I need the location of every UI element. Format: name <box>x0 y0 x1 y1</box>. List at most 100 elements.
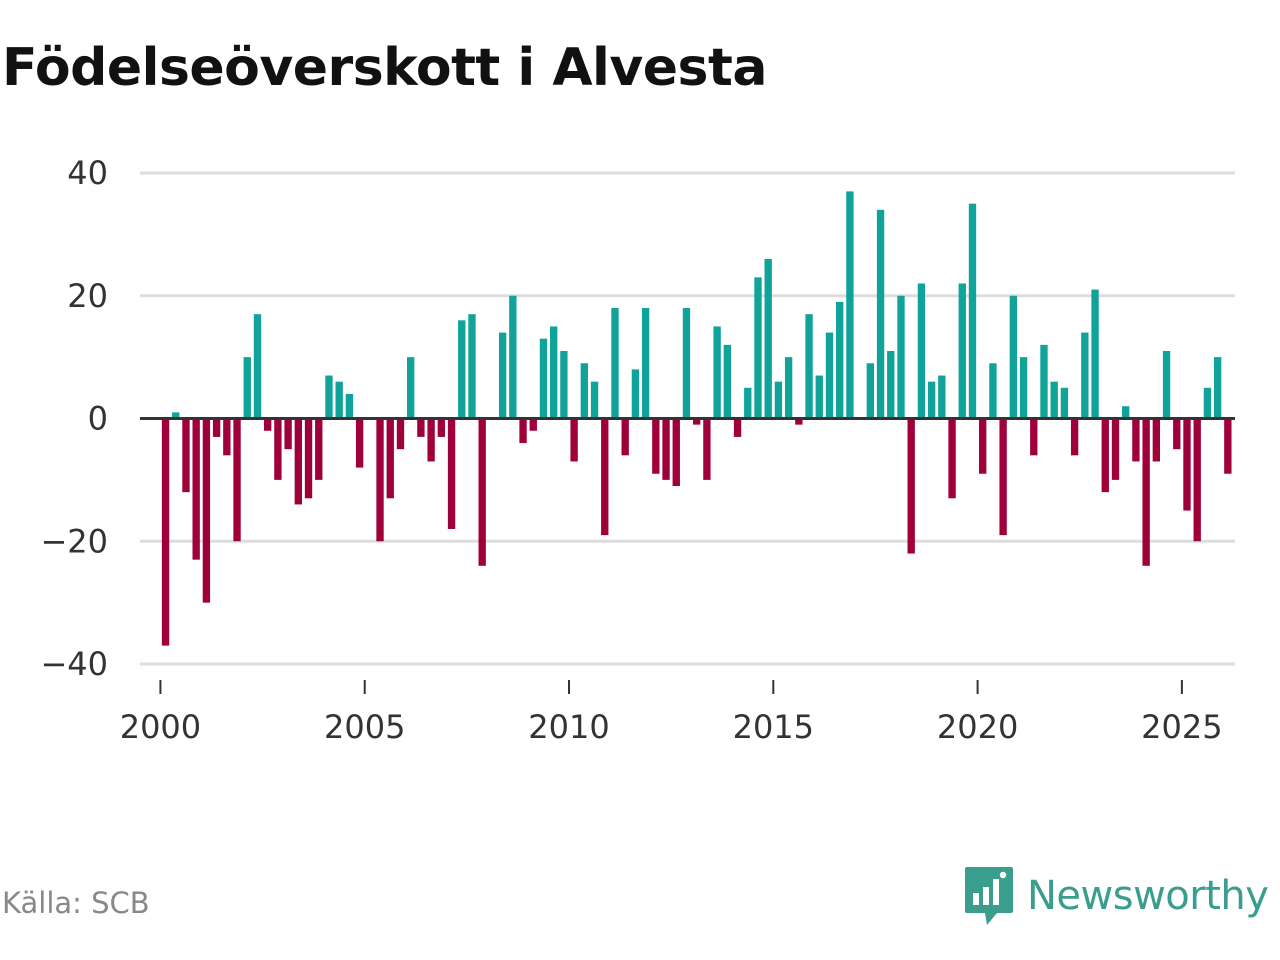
bar <box>979 418 987 474</box>
bar <box>355 418 364 468</box>
bar <box>1203 387 1212 419</box>
x-tick-label: 2020 <box>937 708 1018 746</box>
bar <box>1122 406 1130 419</box>
bar <box>212 418 221 437</box>
bar <box>447 418 456 529</box>
bar <box>376 418 384 542</box>
bar <box>713 326 721 419</box>
bar <box>1224 418 1232 474</box>
bar <box>1111 418 1120 480</box>
bar-series <box>161 191 1232 646</box>
y-tick-label: 20 <box>67 277 108 315</box>
brand-logo: Newsworthy <box>963 864 1269 928</box>
bar <box>958 283 966 419</box>
bar <box>161 418 170 646</box>
bar <box>427 418 435 462</box>
bar <box>672 418 680 487</box>
bar <box>1101 418 1109 493</box>
bar <box>519 418 527 444</box>
bar <box>601 418 609 536</box>
grid-lines <box>140 171 1235 666</box>
bar <box>764 258 772 419</box>
bar <box>682 308 691 419</box>
bar <box>304 418 313 499</box>
bar <box>539 338 548 419</box>
bar <box>498 332 507 419</box>
bar <box>784 357 793 419</box>
bar <box>417 418 425 437</box>
bar <box>846 191 854 419</box>
y-tick-label: 0 <box>88 400 108 438</box>
bar <box>897 295 905 419</box>
bar <box>723 344 732 419</box>
x-tick-label: 2015 <box>733 708 814 746</box>
bar <box>836 301 844 419</box>
bar <box>907 418 915 554</box>
bar <box>733 418 742 437</box>
bar <box>795 418 803 425</box>
bar <box>989 363 997 419</box>
bar <box>233 418 241 542</box>
bar <box>948 418 956 499</box>
bar <box>325 375 333 419</box>
bar <box>744 387 752 419</box>
bar <box>284 418 292 450</box>
bar <box>968 203 977 419</box>
bar <box>335 381 343 419</box>
bar <box>652 418 660 474</box>
bar <box>825 332 834 419</box>
bar <box>999 418 1007 536</box>
axes: 40 20 0 −20 −40 2000 2005 2010 2015 2020 2025 <box>40 154 1235 746</box>
bar <box>774 381 783 419</box>
bar <box>1142 418 1150 566</box>
bar-chart: 40 20 0 −20 −40 2000 2005 2010 2015 2020 2025 <box>40 154 1235 746</box>
bar <box>662 418 670 480</box>
bar <box>478 418 486 566</box>
bar <box>192 418 200 560</box>
bar <box>887 350 895 419</box>
x-tick-label: 2010 <box>528 708 609 746</box>
bar <box>693 418 701 425</box>
bar <box>1152 418 1161 462</box>
bar <box>1213 357 1222 419</box>
bar <box>294 418 302 505</box>
bar <box>1183 418 1191 511</box>
bar <box>243 357 251 419</box>
bar <box>631 369 640 419</box>
bar <box>509 295 517 419</box>
bar <box>1173 418 1181 450</box>
bar <box>611 308 619 419</box>
bar <box>560 350 568 419</box>
bar <box>1019 357 1028 419</box>
y-tick-label: −20 <box>40 522 108 560</box>
source-note: Källa: SCB <box>2 886 150 920</box>
bar <box>703 418 711 480</box>
bar <box>570 418 578 462</box>
bar <box>202 418 211 603</box>
brand-name: Newsworthy <box>1027 873 1269 919</box>
bar <box>815 375 823 419</box>
bar <box>274 418 282 480</box>
bar <box>580 363 589 419</box>
bar <box>1081 332 1089 419</box>
bar <box>1030 418 1038 456</box>
bar <box>1193 418 1201 542</box>
bar <box>468 314 476 419</box>
bar <box>1070 418 1079 456</box>
bar <box>407 357 415 419</box>
bar <box>641 308 650 419</box>
newsworthy-logo-icon <box>965 867 1013 925</box>
bar <box>315 418 323 480</box>
x-tick-label: 2005 <box>324 708 405 746</box>
y-tick-label: −40 <box>40 645 108 683</box>
bar <box>172 412 180 419</box>
bar <box>1050 381 1058 419</box>
bar <box>590 381 599 419</box>
x-tick-label: 2025 <box>1141 708 1222 746</box>
bar <box>264 418 272 431</box>
bar <box>754 277 762 419</box>
bar <box>396 418 405 450</box>
bar <box>550 326 558 419</box>
bar <box>927 381 936 419</box>
bar <box>1132 418 1140 462</box>
